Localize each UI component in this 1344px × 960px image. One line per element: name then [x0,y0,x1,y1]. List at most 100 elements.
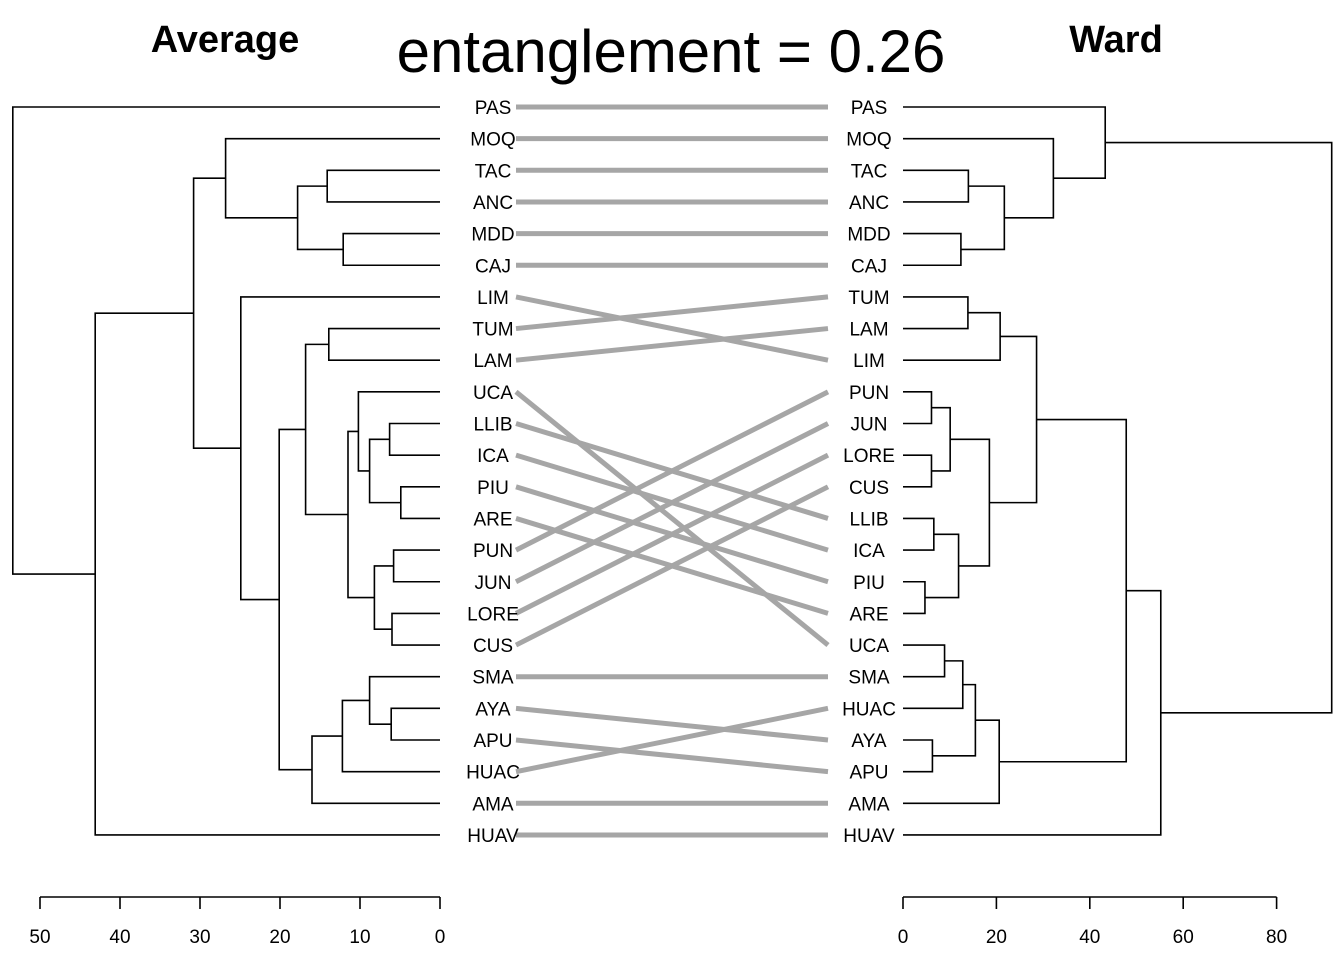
dendrogram-branch [903,739,934,773]
left-leaf-label-moq: MOQ [470,130,515,151]
right-leaf-label-sma: SMA [848,668,890,689]
dendrogram-branch [391,612,440,646]
dendrogram-branch [903,644,946,678]
dendrogram-branch [1105,141,1333,714]
dendrogram-branch [903,296,969,330]
connector-apu [515,737,829,775]
connector-lim [515,294,829,363]
left-leaf-label-lam: LAM [473,351,512,372]
dendrogram-branch [989,335,1038,504]
left-leaf-label-anc: ANC [473,193,513,214]
connector-lore [514,452,830,616]
dendrogram-branch [347,430,375,599]
dendrogram-branch [240,296,440,601]
dendrogram-branch [903,232,962,267]
dendrogram-branch [326,169,440,203]
left-axis-tick-label: 50 [29,927,50,948]
dendrogram-branch [903,311,1001,361]
right-leaf-label-piu: PIU [853,573,885,594]
left-leaf-label-tac: TAC [475,161,512,182]
right-leaf-label-moq: MOQ [846,130,891,151]
right-leaf-label-apu: APU [849,763,888,784]
left-height-axis: 50 40 30 20 10 0 [29,896,446,948]
left-leaf-label-aya: AYA [475,699,511,720]
right-height-axis: 0 20 40 60 80 [898,896,1287,948]
right-leaf-label-ica: ICA [853,541,885,562]
dendrogram-branch [328,327,440,361]
connector-lam [515,326,829,363]
right-axis-tick-label: 80 [1266,927,1287,948]
dendrogram-branch [390,707,440,741]
right-leaf-label-lam: LAM [849,320,888,341]
dendrogram-branch [278,428,312,771]
left-axis-tick-label: 30 [189,927,210,948]
right-leaf-label-huav: HUAV [843,826,895,847]
dendrogram-branch [357,391,440,472]
dendrogram-branch [950,438,991,567]
left-leaf-label-apu: APU [473,731,512,752]
dendrogram-branch [311,735,440,805]
dendrogram-branch [296,185,344,251]
dendrogram-branch [903,454,933,488]
dendrogram-branch [224,137,440,219]
left-leaf-label-cus: CUS [473,636,513,657]
dendrogram-branch [12,106,440,575]
dendrogram-branch [903,580,926,615]
right-dendrogram-title: Ward [1069,19,1163,61]
right-leaf-label-pas: PAS [851,98,888,119]
dendrogram-branch [903,589,1162,836]
right-leaf-label-jun: JUN [851,415,888,436]
dendrogram-branch [368,675,440,725]
right-axis-tick-label: 60 [1173,927,1194,948]
left-leaf-label-uca: UCA [473,383,513,404]
left-dendrogram [12,106,440,836]
right-leaf-label-llib: LLIB [849,509,888,530]
dendrogram-branch [903,169,970,203]
left-dendrogram-title: Average [151,19,300,61]
connector-lines [514,104,830,838]
dendrogram-branch [373,565,394,631]
left-axis-tick-label: 20 [269,927,290,948]
dendrogram-branch [192,177,241,450]
connector-uca [514,389,830,647]
left-leaf-label-caj: CAJ [475,256,511,277]
left-axis-tick-label: 40 [109,927,130,948]
left-leaf-label-lore: LORE [467,604,519,625]
left-leaf-labels: PAS MOQ TAC ANC MDD CAJ LIM TUM LAM UCA LLIB ICA PIU… [466,98,520,847]
connector-cus [514,484,830,648]
right-leaf-label-aya: AYA [851,731,887,752]
right-leaf-label-tac: TAC [851,161,888,182]
dendrogram-branch [931,406,951,472]
dendrogram-branch [960,185,1006,251]
left-leaf-label-llib: LLIB [473,415,512,436]
left-leaf-label-jun: JUN [475,573,512,594]
left-leaf-label-huav: HUAV [467,826,519,847]
left-leaf-label-pun: PUN [473,541,513,562]
connector-tum [515,294,829,332]
dendrogram-branch [903,719,1001,805]
connector-huac [515,705,829,775]
left-leaf-label-sma: SMA [472,668,514,689]
right-leaf-label-tum: TUM [848,288,889,309]
dendrogram-branch [388,422,440,456]
connector-pun [514,389,830,553]
entanglement-title: entanglement = 0.26 [397,18,946,85]
left-axis-tick-label: 10 [349,927,370,948]
left-axis-tick-label: 0 [435,927,446,948]
dendrogram-branch [392,549,440,583]
dendrogram-branch [924,533,960,599]
connector-jun [514,421,830,584]
right-leaf-label-uca: UCA [849,636,889,657]
dendrogram-branch [903,517,935,551]
right-dendrogram [903,106,1333,836]
dendrogram-branch [932,683,977,757]
dendrogram-branch [342,232,440,267]
left-leaf-label-tum: TUM [472,320,513,341]
dendrogram-branch [903,137,1055,219]
right-leaf-labels: PAS MOQ TAC ANC MDD CAJ TUM LAM LIM PUN JUN LORE CUS… [842,98,896,847]
right-leaf-label-huac: HUAC [842,699,896,720]
left-leaf-label-piu: PIU [477,478,509,499]
right-leaf-label-are: ARE [849,604,888,625]
right-leaf-label-ama: AMA [848,794,890,815]
